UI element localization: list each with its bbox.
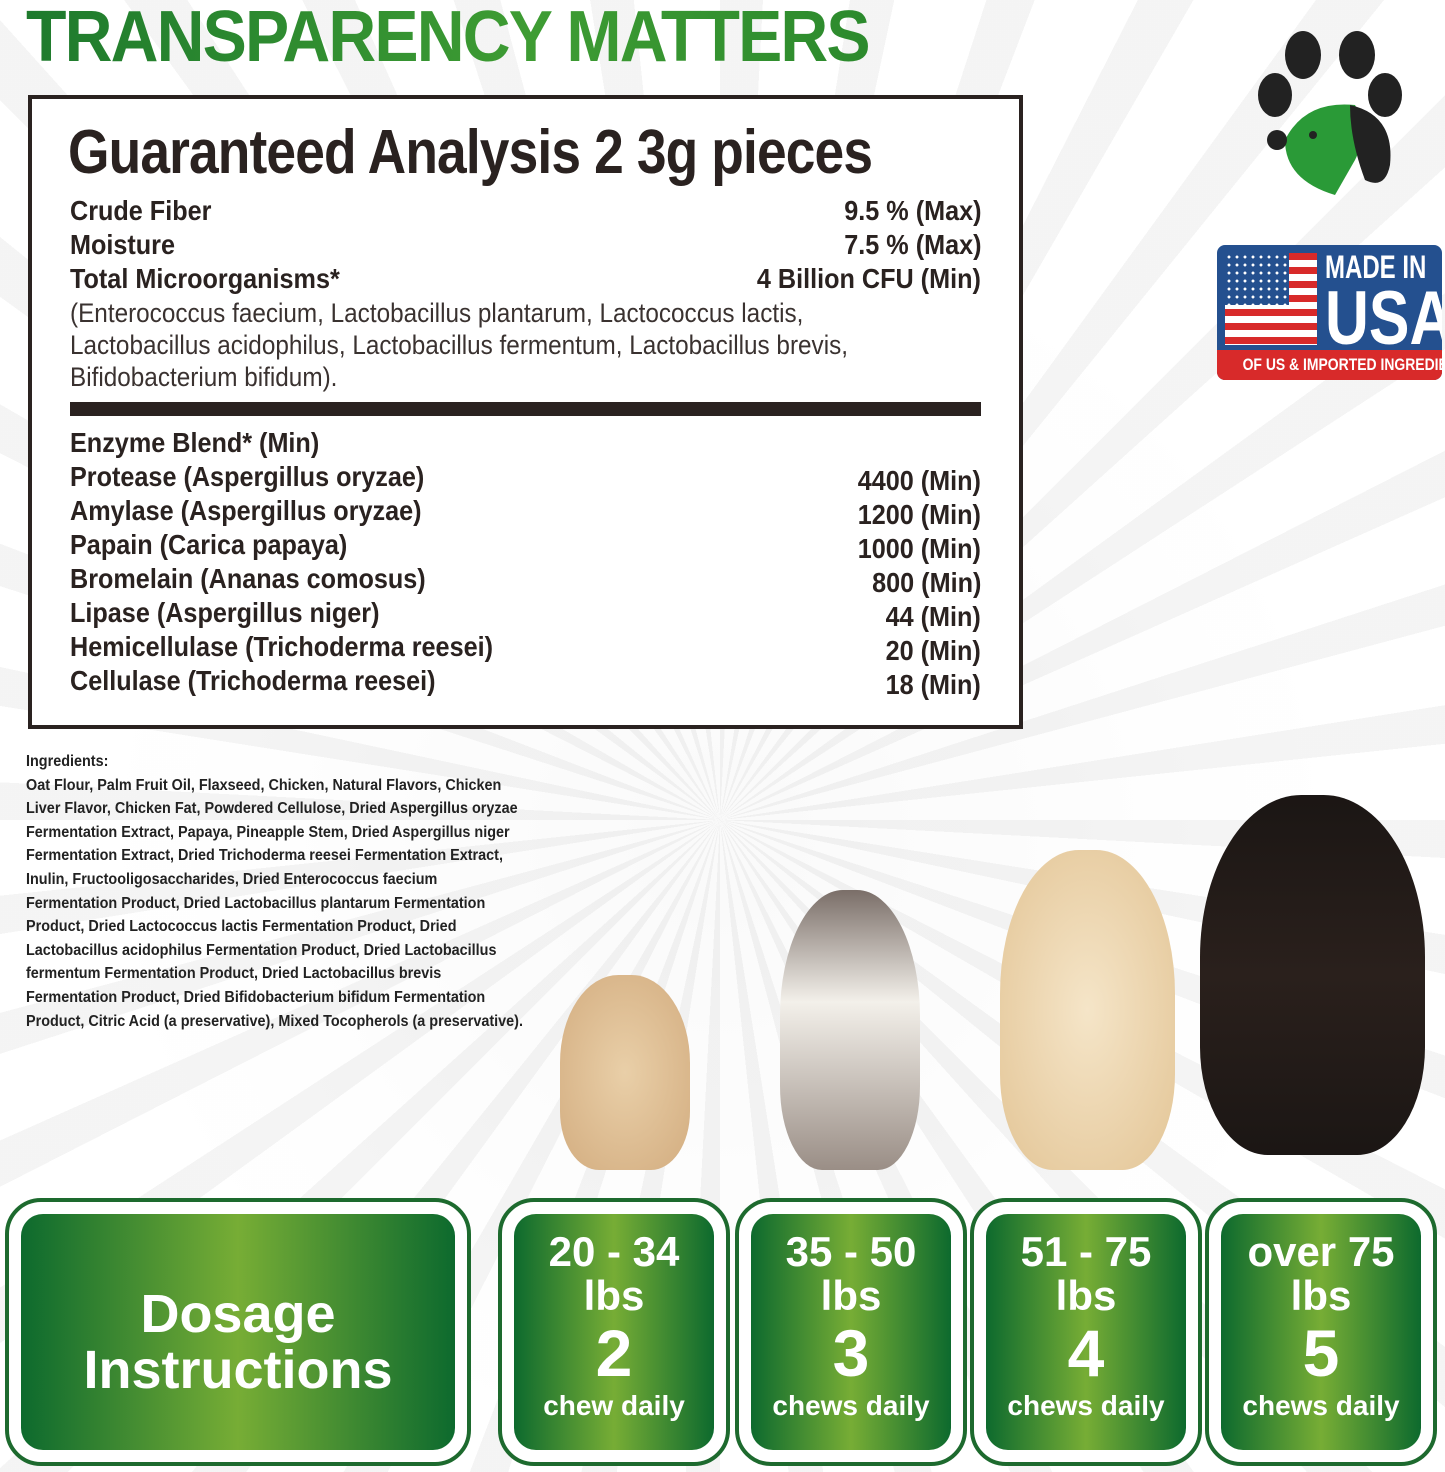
- weight-unit: lbs: [583, 1272, 645, 1319]
- weight-unit: lbs: [820, 1272, 882, 1319]
- weight-unit: lbs: [1055, 1272, 1117, 1319]
- divider-bar: [70, 402, 981, 416]
- dosage-heading-line1: Dosage: [140, 1284, 336, 1344]
- made-in-usa-badge: MADE IN USA OF US & IMPORTED INGREDIENTS: [1217, 245, 1442, 380]
- chihuahua-image: [560, 975, 690, 1170]
- chew-count: 4: [1067, 1316, 1105, 1390]
- weight-range: over 75: [1247, 1228, 1395, 1275]
- row-label: Hemicellulase (Trichoderma reesei): [70, 631, 493, 662]
- weight-range: 20 - 34: [548, 1228, 680, 1275]
- chew-count: 5: [1302, 1316, 1340, 1390]
- chew-count: 3: [832, 1316, 870, 1390]
- badge-line2: USA: [1325, 276, 1442, 361]
- row-value: 1000 (Min): [857, 533, 981, 564]
- dosage-heading-line2: Instructions: [83, 1340, 393, 1400]
- dosage-card: 20 - 34 lbs 2 chew daily: [498, 1198, 730, 1466]
- dosage-card: 51 - 75 lbs 4 chews daily: [970, 1198, 1202, 1466]
- australian-shepherd-image: [780, 890, 920, 1170]
- row-label: Papain (Carica papaya): [70, 529, 348, 560]
- chew-label: chews daily: [1007, 1390, 1165, 1421]
- enzyme-row: Bromelain (Ananas comosus) 800 (Min): [70, 563, 981, 598]
- enzyme-row: Papain (Carica papaya) 1000 (Min): [70, 529, 981, 564]
- row-label: Cellulase (Trichoderma reesei): [70, 665, 436, 696]
- row-value: 1200 (Min): [857, 499, 981, 530]
- weight-range: 35 - 50: [785, 1228, 917, 1275]
- analysis-row: Moisture 7.5 % (Max): [70, 229, 981, 263]
- enzyme-row: Hemicellulase (Trichoderma reesei) 20 (Mi…: [70, 631, 981, 666]
- row-value: 9.5 % (Max): [843, 195, 981, 226]
- page-title: TRANSPARENCY MATTERS: [26, 0, 871, 78]
- weight-unit: lbs: [1290, 1272, 1352, 1319]
- paw-dog-icon: [1258, 31, 1402, 195]
- row-label: Protease (Aspergillus oryzae): [70, 461, 425, 492]
- row-value: 4 Billion CFU (Min): [757, 263, 981, 294]
- ingredients-text: Oat Flour, Palm Fruit Oil, Flaxseed, Chi…: [26, 776, 523, 1030]
- row-value: 18 (Min): [885, 669, 981, 700]
- guaranteed-analysis-panel: Guaranteed Analysis 2 3g pieces Crude Fi…: [28, 95, 1023, 729]
- row-label: Total Microorganisms*: [70, 263, 340, 294]
- analysis-row: Crude Fiber 9.5 % (Max): [70, 195, 981, 229]
- enzyme-heading-row: Enzyme Blend* (Min): [70, 427, 981, 461]
- chew-label: chew daily: [543, 1390, 685, 1421]
- analysis-row: Total Microorganisms* 4 Billion CFU (Min): [70, 263, 981, 297]
- row-label: Moisture: [70, 229, 176, 260]
- enzyme-row: Cellulase (Trichoderma reesei) 18 (Min): [70, 665, 981, 700]
- row-value: 7.5 % (Max): [843, 229, 981, 260]
- dosage-card: over 75 lbs 5 chews daily: [1205, 1198, 1437, 1466]
- badge-line1: MADE IN: [1325, 249, 1427, 285]
- row-label: Amylase (Aspergillus oryzae): [70, 495, 422, 526]
- row-label: Bromelain (Ananas comosus): [70, 563, 426, 594]
- row-value: 20 (Min): [885, 635, 981, 666]
- enzyme-row: Protease (Aspergillus oryzae) 4400 (Min): [70, 461, 981, 496]
- enzyme-row: Lipase (Aspergillus niger) 44 (Min): [70, 597, 981, 632]
- ingredients-heading: Ingredients:: [26, 753, 109, 770]
- organisms-note: (Enterococcus faecium, Lactobacillus pla…: [70, 298, 849, 392]
- chew-label: chews daily: [1242, 1390, 1400, 1421]
- chew-count: 2: [595, 1316, 633, 1390]
- chew-label: chews daily: [772, 1390, 930, 1421]
- row-value: 4400 (Min): [857, 465, 981, 496]
- bernese-mountain-dog-image: [1200, 795, 1425, 1155]
- ingredients-block: Ingredients: Oat Flour, Palm Fruit Oil, …: [26, 750, 530, 1033]
- row-value: 44 (Min): [885, 601, 981, 632]
- golden-retriever-image: [1000, 850, 1175, 1170]
- dosage-heading-box: Dosage Instructions: [5, 1198, 471, 1466]
- weight-range: 51 - 75: [1020, 1228, 1152, 1275]
- enzyme-heading: Enzyme Blend* (Min): [70, 427, 320, 458]
- dosage-card: 35 - 50 lbs 3 chews daily: [735, 1198, 967, 1466]
- row-label: Crude Fiber: [70, 195, 212, 226]
- row-value: 800 (Min): [871, 567, 981, 598]
- enzyme-row: Amylase (Aspergillus oryzae) 1200 (Min): [70, 495, 981, 530]
- us-flag-icon: [1225, 253, 1317, 345]
- row-label: Lipase (Aspergillus niger): [70, 597, 380, 628]
- analysis-heading: Guaranteed Analysis 2 3g pieces: [68, 118, 873, 187]
- badge-line3: OF US & IMPORTED INGREDIENTS: [1217, 350, 1442, 380]
